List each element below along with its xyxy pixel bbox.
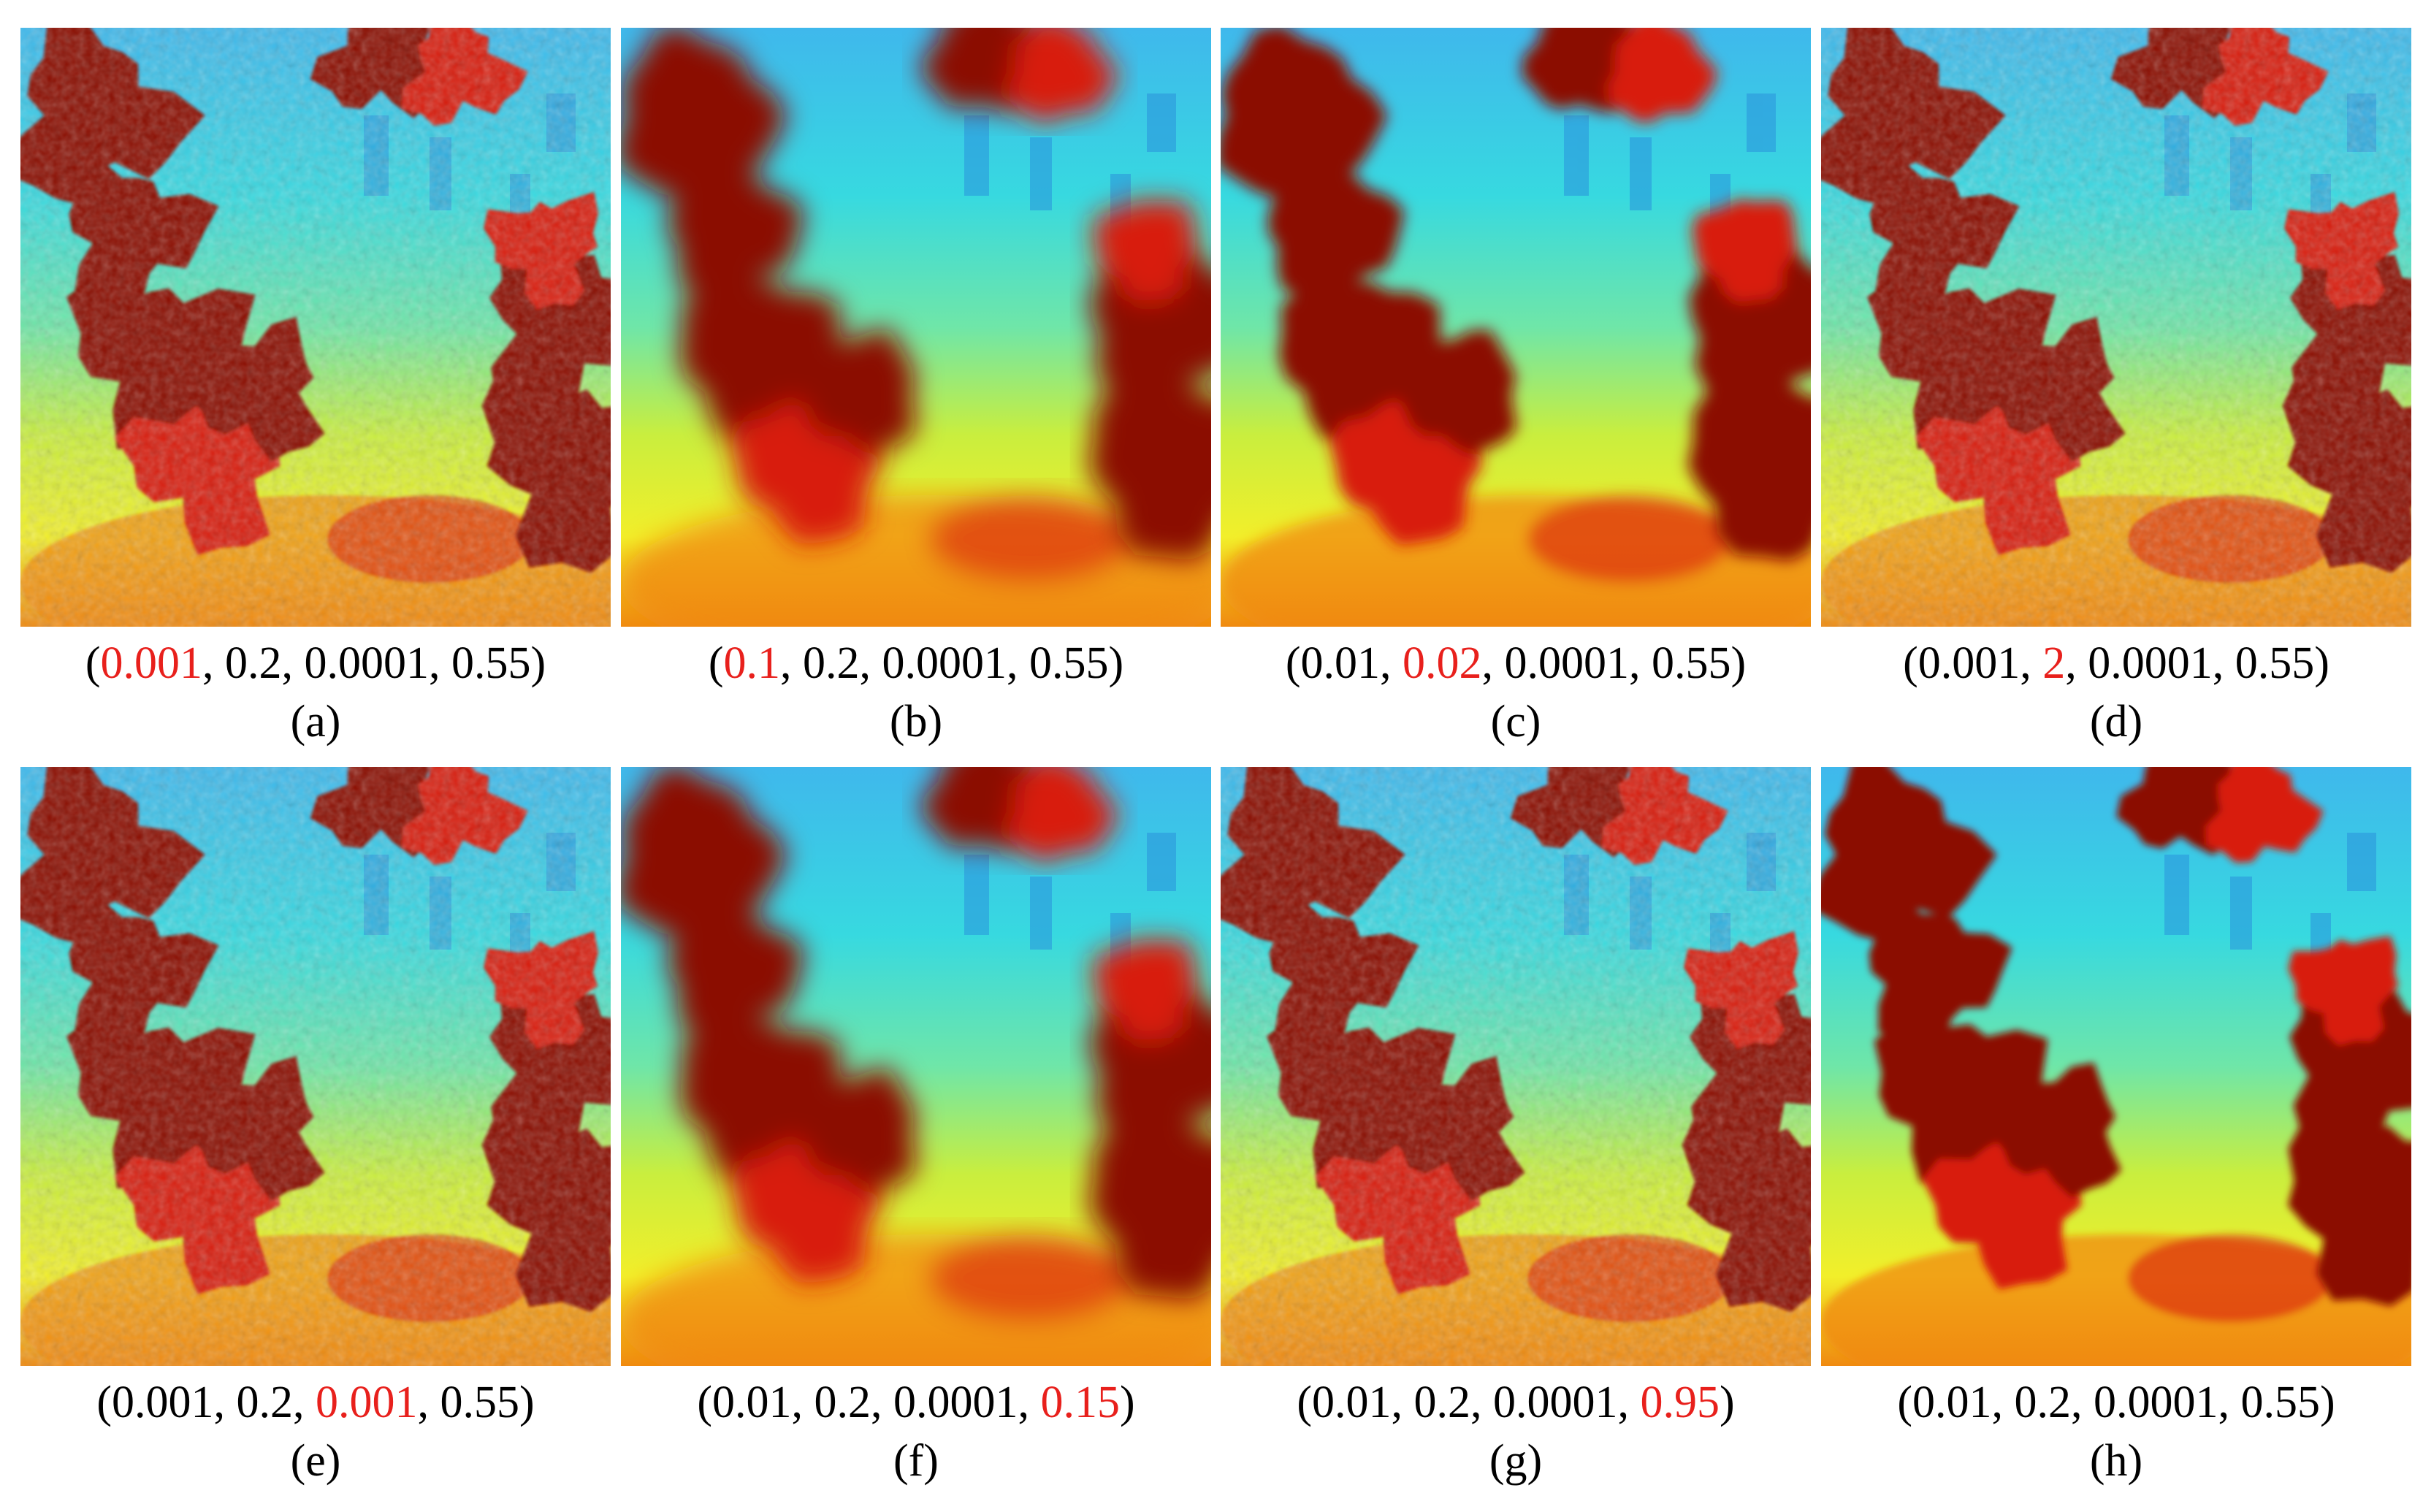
parameter-value: 0.55 (2235, 638, 2315, 688)
panel-h: (0.01, 0.2, 0.0001, 0.55) (h) (1821, 767, 2411, 1487)
parameter-value: 0.01 (1300, 638, 1381, 688)
panel-label: (g) (1489, 1436, 1543, 1486)
parameter-caption: (0.01, 0.02, 0.0001, 0.55) (1285, 638, 1747, 688)
parameter-value: 0.2 (236, 1378, 294, 1427)
parameter-value: 0.55 (1029, 638, 1109, 688)
parameter-value: 0.2 (225, 638, 282, 688)
parameter-value: 0.2 (814, 1378, 871, 1427)
texture-noise (1221, 767, 1811, 1366)
texture-noise (20, 767, 611, 1366)
tree-right (1088, 938, 1211, 1301)
warm-ground (621, 495, 1211, 627)
depth-map-image (1821, 767, 2411, 1366)
panel-f: (0.01, 0.2, 0.0001, 0.15) (f) (621, 767, 1211, 1487)
panel-label: (c) (1490, 697, 1541, 747)
tree-left (1221, 28, 1517, 546)
parameter-caption: (0.001, 0.2, 0.001, 0.55) (96, 1378, 535, 1427)
panel-label: (b) (889, 697, 943, 747)
parameter-caption: (0.01, 0.2, 0.0001, 0.95) (1297, 1378, 1735, 1427)
panel-label: (f) (893, 1436, 939, 1486)
parameter-value: 0.2 (803, 638, 860, 688)
parameter-value: 0.1 (723, 638, 781, 688)
texture-noise (1821, 28, 2411, 627)
building-windows (964, 93, 1176, 240)
parameter-value: 0.0001 (1504, 638, 1630, 688)
panel-d: (0.001, 2, 0.0001, 0.55) (d) (1821, 28, 2411, 748)
parameter-value: 2 (2042, 638, 2066, 688)
depth-map-image (1221, 767, 1811, 1366)
parameter-value: 0.01 (1912, 1378, 1992, 1427)
tree-top (921, 767, 1118, 862)
depth-map-image (621, 767, 1211, 1366)
depth-map-image (1221, 28, 1811, 627)
parameter-value: 0.001 (112, 1378, 214, 1427)
parameter-value: 0.95 (1640, 1378, 1720, 1427)
parameter-value: 0.001 (316, 1378, 418, 1427)
tree-left (1821, 767, 2121, 1290)
texture-noise (20, 28, 611, 627)
tree-right (1088, 199, 1211, 562)
parameter-value: 0.001 (1918, 638, 2021, 688)
panel-label: (h) (2089, 1436, 2143, 1486)
parameter-value: 0.2 (1413, 1378, 1471, 1427)
tree-left (621, 28, 917, 546)
parameter-value: 0.2 (2014, 1378, 2072, 1427)
panel-g: (0.01, 0.2, 0.0001, 0.95) (g) (1221, 767, 1811, 1487)
tree-top (2116, 767, 2324, 863)
depth-map-image (20, 28, 611, 627)
panel-label: (a) (290, 697, 341, 747)
depth-map-image (621, 28, 1211, 627)
building-windows (2164, 833, 2376, 979)
parameter-caption: (0.001, 0.2, 0.0001, 0.55) (85, 638, 546, 688)
parameter-value: 0.55 (440, 1378, 520, 1427)
parameter-caption: (0.001, 2, 0.0001, 0.55) (1903, 638, 2329, 688)
warm-ground (1821, 1234, 2411, 1366)
parameter-value: 0.01 (1312, 1378, 1392, 1427)
tree-right (2288, 936, 2411, 1307)
parameter-value: 0.0001 (1493, 1378, 1618, 1427)
parameter-value: 0.15 (1040, 1378, 1121, 1427)
tree-right (1687, 199, 1811, 562)
parameter-value: 0.0001 (893, 1378, 1018, 1427)
parameter-value: 0.55 (1652, 638, 1731, 688)
parameter-value: 0.0001 (2094, 1378, 2218, 1427)
depth-map-image (20, 767, 611, 1366)
parameter-value: 0.0001 (882, 638, 1007, 688)
panel-label: (e) (290, 1436, 341, 1486)
parameter-caption: (0.01, 0.2, 0.0001, 0.55) (1897, 1378, 2335, 1427)
panel-a: (0.001, 0.2, 0.0001, 0.55) (a) (20, 28, 611, 748)
parameter-value: 0.0001 (304, 638, 430, 688)
panel-b: (0.1, 0.2, 0.0001, 0.55) (b) (621, 28, 1211, 748)
parameter-value: 0.0001 (2088, 638, 2213, 688)
tree-top (1521, 28, 1718, 123)
warm-ground (1221, 495, 1811, 627)
parameter-value: 0.55 (451, 638, 531, 688)
parameter-caption: (0.01, 0.2, 0.0001, 0.15) (697, 1378, 1135, 1427)
parameter-caption: (0.1, 0.2, 0.0001, 0.55) (708, 638, 1124, 688)
warm-ground (621, 1234, 1211, 1366)
depth-map-image (1821, 28, 2411, 627)
panel-e: (0.001, 0.2, 0.001, 0.55) (e) (20, 767, 611, 1487)
parameter-value: 0.01 (712, 1378, 792, 1427)
parameter-value: 0.55 (2240, 1378, 2321, 1427)
parameter-value: 0.001 (100, 638, 203, 688)
tree-top (921, 28, 1118, 123)
panel-label: (d) (2089, 697, 2143, 747)
parameter-value: 0.02 (1403, 638, 1482, 688)
panel-c: (0.01, 0.02, 0.0001, 0.55) (c) (1221, 28, 1811, 748)
tree-left (621, 767, 917, 1285)
